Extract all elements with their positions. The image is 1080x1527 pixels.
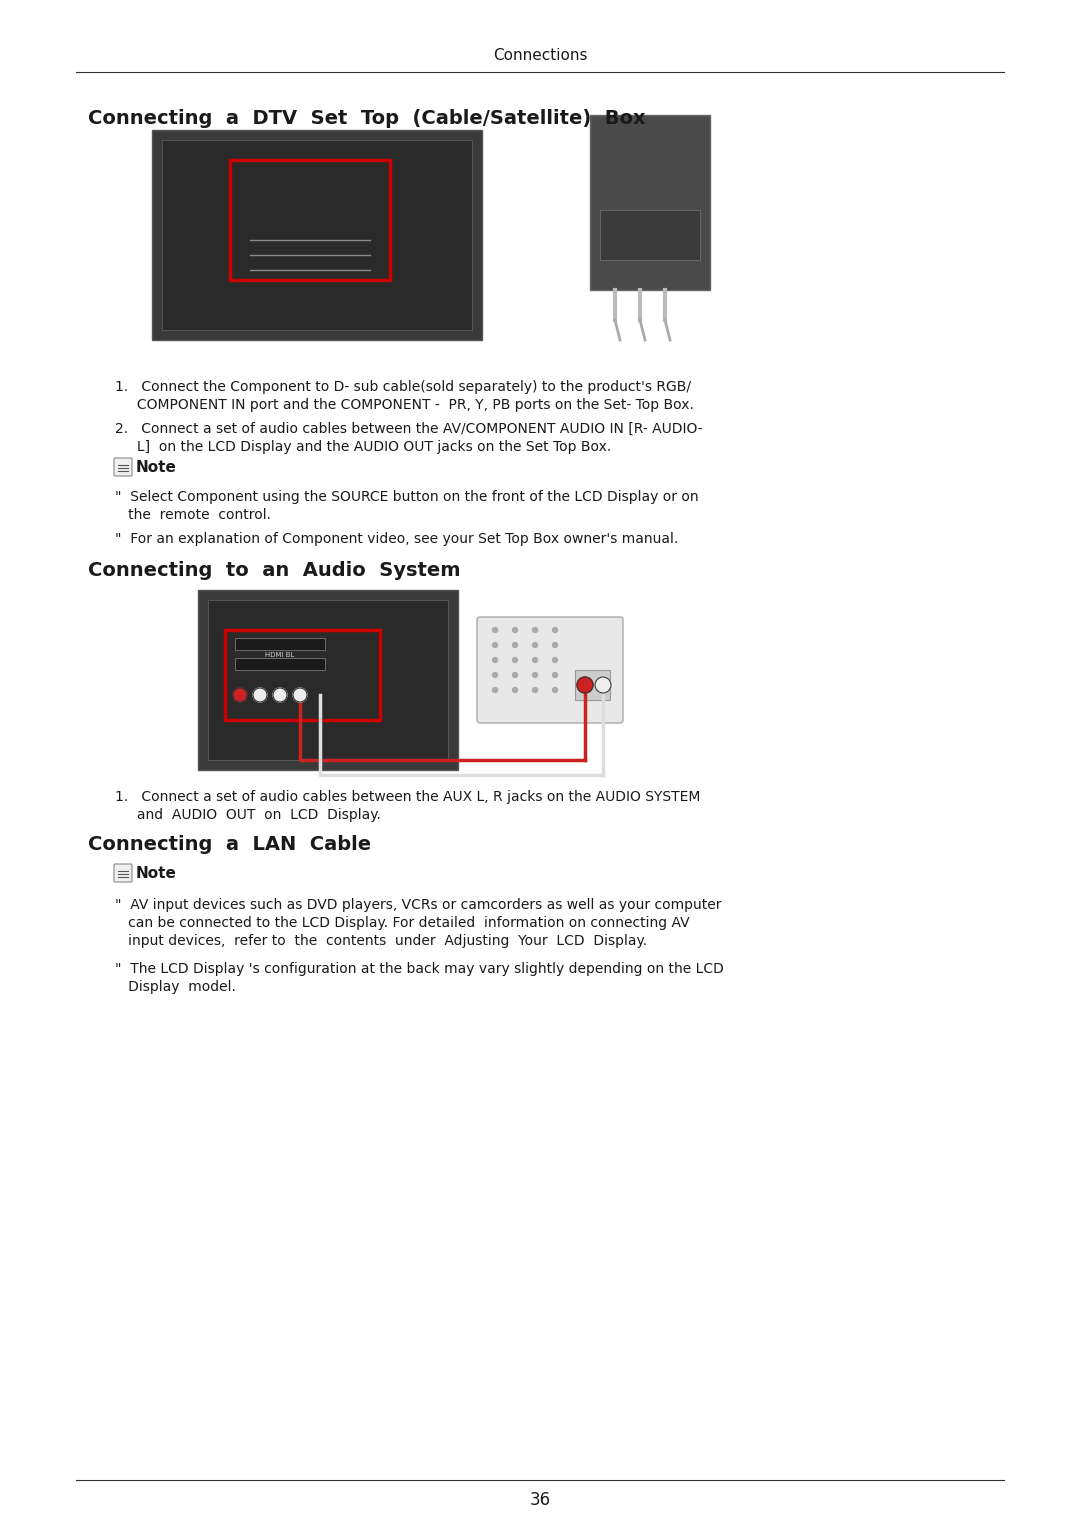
Text: "  Select Component using the SOURCE button on the front of the LCD Display or o: " Select Component using the SOURCE butt…: [114, 490, 699, 504]
Circle shape: [532, 643, 538, 647]
Circle shape: [513, 672, 517, 678]
Circle shape: [553, 687, 557, 693]
Bar: [225, 631, 380, 721]
Circle shape: [553, 672, 557, 678]
Circle shape: [553, 643, 557, 647]
Circle shape: [553, 628, 557, 632]
Circle shape: [492, 628, 498, 632]
Text: "  The LCD Display 's configuration at the back may vary slightly depending on t: " The LCD Display 's configuration at th…: [114, 962, 724, 976]
Text: 36: 36: [529, 1490, 551, 1509]
FancyBboxPatch shape: [477, 617, 623, 722]
Circle shape: [492, 658, 498, 663]
Bar: [230, 160, 390, 279]
Text: Display  model.: Display model.: [114, 980, 235, 994]
Circle shape: [513, 628, 517, 632]
Bar: [235, 658, 325, 670]
Text: input devices,  refer to  the  contents  under  Adjusting  Your  LCD  Display.: input devices, refer to the contents und…: [114, 935, 647, 948]
Circle shape: [532, 672, 538, 678]
FancyBboxPatch shape: [114, 458, 132, 476]
Text: "  For an explanation of Component video, see your Set Top Box owner's manual.: " For an explanation of Component video,…: [114, 531, 678, 547]
Text: can be connected to the LCD Display. For detailed  information on connecting AV: can be connected to the LCD Display. For…: [114, 916, 690, 930]
Circle shape: [492, 687, 498, 693]
Text: Note: Note: [136, 866, 177, 881]
Text: COMPONENT IN port and the COMPONENT -  PR, Y, PB ports on the Set- Top Box.: COMPONENT IN port and the COMPONENT - PR…: [114, 399, 693, 412]
Text: 2.   Connect a set of audio cables between the AV/COMPONENT AUDIO IN [R- AUDIO-: 2. Connect a set of audio cables between…: [114, 421, 703, 437]
Circle shape: [492, 672, 498, 678]
Text: L]  on the LCD Display and the AUDIO OUT jacks on the Set Top Box.: L] on the LCD Display and the AUDIO OUT …: [114, 440, 611, 454]
Circle shape: [532, 658, 538, 663]
FancyBboxPatch shape: [114, 864, 132, 883]
Text: Connecting  a  DTV  Set  Top  (Cable/Satellite)  Box: Connecting a DTV Set Top (Cable/Satellit…: [87, 108, 646, 127]
Circle shape: [273, 689, 287, 702]
Circle shape: [492, 643, 498, 647]
Circle shape: [595, 676, 611, 693]
FancyBboxPatch shape: [162, 140, 472, 330]
Circle shape: [253, 689, 267, 702]
Circle shape: [233, 689, 247, 702]
Circle shape: [513, 658, 517, 663]
Text: and  AUDIO  OUT  on  LCD  Display.: and AUDIO OUT on LCD Display.: [114, 808, 381, 822]
Circle shape: [553, 658, 557, 663]
Text: Connections: Connections: [492, 47, 588, 63]
Bar: [600, 211, 700, 260]
Bar: [235, 638, 325, 651]
Circle shape: [532, 628, 538, 632]
Text: Note: Note: [136, 460, 177, 475]
Text: Connecting  to  an  Audio  System: Connecting to an Audio System: [87, 560, 460, 580]
Circle shape: [513, 643, 517, 647]
Text: 1.   Connect a set of audio cables between the AUX L, R jacks on the AUDIO SYSTE: 1. Connect a set of audio cables between…: [114, 789, 700, 805]
Circle shape: [577, 676, 593, 693]
Text: "  AV input devices such as DVD players, VCRs or camcorders as well as your comp: " AV input devices such as DVD players, …: [114, 898, 721, 912]
Text: the  remote  control.: the remote control.: [114, 508, 271, 522]
FancyBboxPatch shape: [198, 589, 458, 770]
FancyBboxPatch shape: [208, 600, 448, 760]
FancyBboxPatch shape: [152, 130, 482, 341]
FancyBboxPatch shape: [590, 115, 710, 290]
Circle shape: [513, 687, 517, 693]
Text: Connecting  a  LAN  Cable: Connecting a LAN Cable: [87, 835, 372, 855]
Circle shape: [532, 687, 538, 693]
Circle shape: [293, 689, 307, 702]
Bar: [575, 670, 610, 699]
Text: 1.   Connect the Component to D- sub cable(sold separately) to the product's RGB: 1. Connect the Component to D- sub cable…: [114, 380, 691, 394]
Text: HDMI BL: HDMI BL: [266, 652, 295, 658]
